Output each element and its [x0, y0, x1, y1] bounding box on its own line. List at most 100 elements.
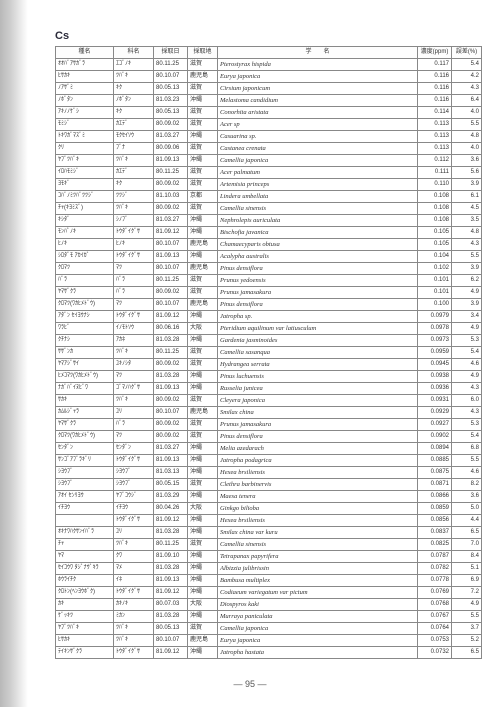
table-cell: 81.03.28: [154, 371, 188, 383]
table-cell: 7.0: [452, 539, 482, 551]
table-row: ｸﾛﾏﾂ(ﾜｶﾋﾒﾄﾞｳ)ﾏﾂ80.09.02滋賀Pinus densiflor…: [56, 431, 482, 443]
table-row: ｺﾊﾞﾉﾐﾂﾊﾞﾂﾂｼﾞﾂﾂｼﾞ81.10.03京都Lindera umbell…: [56, 191, 482, 203]
table-cell: 81.09.13: [154, 251, 188, 263]
table-row: ﾁｬﾂﾊﾞｷ80.11.25滋賀Camellia sinensis0.08257…: [56, 539, 482, 551]
table-cell: 0.113: [418, 143, 452, 155]
table-cell: Pteridium aquilinum var latiusculum: [218, 323, 418, 335]
table-cell: 沖縄: [188, 215, 218, 227]
table-row: ﾔﾌﾞﾂﾊﾞｷﾂﾊﾞｷ80.05.13滋賀Camellia japonica0.…: [56, 623, 482, 635]
table-cell: 80.09.02: [154, 119, 188, 131]
table-cell: ｱｶﾈ: [114, 335, 154, 347]
table-cell: ﾕｷﾉｼﾀ: [114, 359, 154, 371]
table-cell: ﾂﾊﾞｷ: [114, 395, 154, 407]
table-cell: ﾊﾞﾗ: [114, 287, 154, 299]
table-cell: 7.2: [452, 587, 482, 599]
table-row: ｼﾖｳﾌﾞｼﾖｳﾌﾞ81.03.13沖縄Hexea brsiliensis0.0…: [56, 467, 482, 479]
table-cell: ｲﾛﾊﾓﾐｼﾞ: [56, 167, 114, 179]
table-cell: 5.4: [452, 431, 482, 443]
table-cell: ﾉﾎﾞﾀﾝ: [56, 95, 114, 107]
table-row: ﾉﾎﾞﾀﾝﾉﾎﾞﾀﾝ81.03.23沖縄Melastoma candidium0…: [56, 95, 482, 107]
table-row: ﾄｷﾜｶﾞﾏｽﾞﾐﾓｸｾｲｿｳ81.03.27沖縄Casuarina sp.0.…: [56, 131, 482, 143]
table-cell: Jatropha sp.: [218, 311, 418, 323]
table-cell: ｻｶｷ: [56, 395, 114, 407]
table-cell: 滋賀: [188, 107, 218, 119]
table-cell: 0.114: [418, 107, 452, 119]
table-cell: 沖縄: [188, 371, 218, 383]
table-cell: 0.110: [418, 179, 452, 191]
table-cell: Acer sp: [218, 119, 418, 131]
column-header: 採取地: [188, 47, 218, 59]
table-cell: Camellia sasanqua: [218, 347, 418, 359]
table-cell: ﾏﾒ: [114, 563, 154, 575]
table-cell: ｸﾛﾄﾝ(ﾍﾝﾖｳﾎﾞｸ): [56, 587, 114, 599]
table-row: ﾃｲｷﾝｻﾞｸﾗﾄｳﾀﾞｲｸﾞｻ81.09.12沖縄Jatropha hasta…: [56, 647, 482, 659]
table-row: ﾔﾏｻﾞｸﾗﾊﾞﾗ80.09.02滋賀Prunus jamasakura0.10…: [56, 287, 482, 299]
table-cell: 4.0: [452, 107, 482, 119]
table-row: ｶﾑﾙｼﾞｬﾗﾕﾘ80.10.07鹿児島Smilax china0.09294.…: [56, 407, 482, 419]
table-cell: 0.0871: [418, 479, 452, 491]
table-cell: 81.03.13: [154, 467, 188, 479]
table-cell: 0.0894: [418, 443, 452, 455]
table-cell: 0.0945: [418, 359, 452, 371]
table-cell: 0.0875: [418, 467, 452, 479]
table-cell: 0.0764: [418, 623, 452, 635]
table-cell: 80.05.13: [154, 83, 188, 95]
table-cell: 鹿児島: [188, 635, 218, 647]
table-cell: ｶﾑﾙｼﾞｬﾗ: [56, 407, 114, 419]
table-cell: Pinus densiflora: [218, 431, 418, 443]
table-cell: 0.0769: [418, 587, 452, 599]
table-cell: ﾄｳﾀﾞｲｸﾞｻ: [114, 455, 154, 467]
table-cell: 0.0938: [418, 371, 452, 383]
table-cell: 81.10.03: [154, 191, 188, 203]
table-cell: 80.06.16: [154, 323, 188, 335]
table-row: ｼﾖｳﾌﾞｼﾖｳﾌﾞ80.05.15滋賀Clethra barbinervis0…: [56, 479, 482, 491]
table-cell: 4.9: [452, 287, 482, 299]
table-cell: 滋賀: [188, 431, 218, 443]
table-cell: ﾔﾌﾞﾂﾊﾞｷ: [56, 623, 114, 635]
table-cell: Melastoma candidium: [218, 95, 418, 107]
table-cell: ｵｵﾊﾞｱｻｶﾞﾗ: [56, 59, 114, 71]
table-cell: ｼﾖｳﾌﾞ: [56, 479, 114, 491]
table-cell: 0.0936: [418, 383, 452, 395]
table-cell: Gardenia jasminoides: [218, 335, 418, 347]
table-cell: 0.0959: [418, 347, 452, 359]
table-cell: 鹿児島: [188, 263, 218, 275]
table-cell: 4.4: [452, 515, 482, 527]
table-cell: 0.0768: [418, 599, 452, 611]
table-cell: ﾂﾊﾞｷ: [114, 635, 154, 647]
table-cell: 滋賀: [188, 179, 218, 191]
table-cell: 80.05.13: [154, 107, 188, 119]
table-cell: Maesa tenera: [218, 491, 418, 503]
table-cell: [56, 515, 114, 527]
table-cell: 80.09.02: [154, 203, 188, 215]
table-cell: Jatropha podagrica: [218, 455, 418, 467]
table-cell: Cleyera japonica: [218, 395, 418, 407]
table-cell: 81.03.28: [154, 335, 188, 347]
table-cell: Diospyros kaki: [218, 599, 418, 611]
table-cell: 3.7: [452, 623, 482, 635]
table-cell: 3.6: [452, 491, 482, 503]
table-row: ｱｵｲ ｾﾝﾘﾖｳﾔﾌﾞｺｳｼﾞ81.03.29沖縄Maesa tenera0.…: [56, 491, 482, 503]
table-row: ｸﾁﾅｼｱｶﾈ81.03.28沖縄Gardenia jasminoides0.0…: [56, 335, 482, 347]
column-header: 学 名: [218, 47, 418, 59]
table-cell: 80.10.07: [154, 635, 188, 647]
table-cell: Casuarina sp.: [218, 131, 418, 143]
table-cell: 4.2: [452, 71, 482, 83]
table-cell: 3.9: [452, 299, 482, 311]
table-cell: 3.9: [452, 179, 482, 191]
table-cell: Chamaecyparis obtusa: [218, 239, 418, 251]
table-cell: 80.09.02: [154, 395, 188, 407]
table-cell: 鹿児島: [188, 407, 218, 419]
table-cell: 80.11.25: [154, 275, 188, 287]
table-cell: ﾊﾞﾗ: [56, 275, 114, 287]
table-cell: ｻｻﾞﾝｶ: [56, 347, 114, 359]
table-row: ｻｻﾞﾝｶﾂﾊﾞｷ80.11.25滋賀Camellia sasanqua0.09…: [56, 347, 482, 359]
table-row: ﾓﾐｼﾞｶｴﾃﾞ80.09.02滋賀Acer sp0.1135.5: [56, 119, 482, 131]
table-cell: ｷｼﾀﾞ: [56, 215, 114, 227]
table-cell: Camellia japonica: [218, 155, 418, 167]
table-cell: ﾏﾂ: [114, 263, 154, 275]
table-cell: 沖縄: [188, 155, 218, 167]
table-cell: 沖縄: [188, 335, 218, 347]
table-cell: ﾁｬ(ｷﾖﾐｽﾞ): [56, 203, 114, 215]
table-cell: 80.09.02: [154, 419, 188, 431]
